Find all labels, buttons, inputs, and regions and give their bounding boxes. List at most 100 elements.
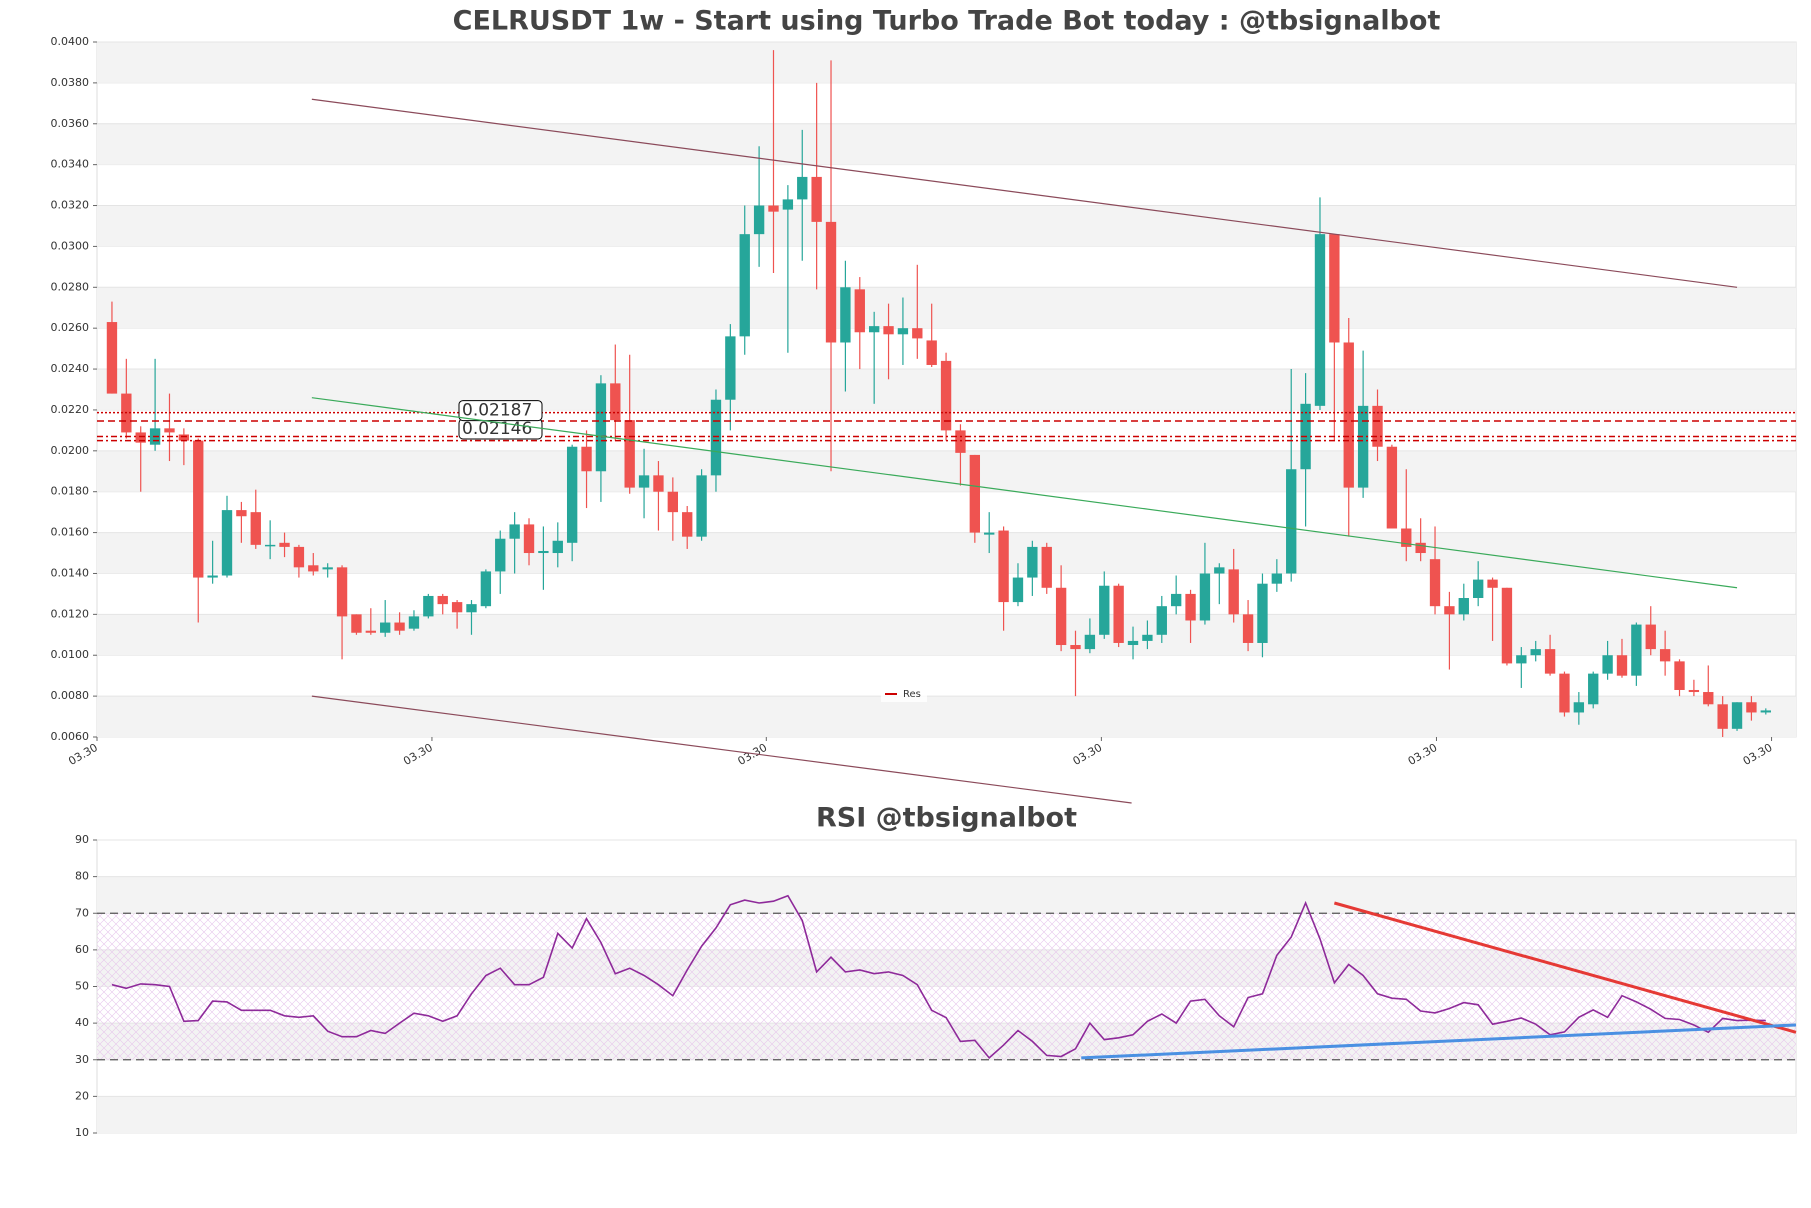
candle-body (437, 595, 448, 605)
candle-body (624, 420, 635, 488)
candle-body (969, 454, 981, 533)
candle-body (768, 205, 779, 212)
candle-body (394, 622, 405, 631)
legend-box (881, 686, 927, 702)
candle-body (264, 544, 276, 547)
candle-body (1487, 579, 1498, 588)
grid-band (97, 614, 1796, 656)
y-tick-label: 0.0200 (51, 444, 90, 457)
level-label: 0.02187 (462, 401, 532, 421)
candle-body (897, 328, 909, 335)
y-tick-label: 0.0220 (51, 403, 90, 416)
candle-body (1041, 546, 1052, 588)
y-tick-label: 70 (75, 906, 89, 919)
trend-line (1081, 1023, 1797, 1060)
candle-body (739, 234, 750, 337)
chart-title: RSI @tbsignalbot (816, 803, 1077, 834)
candle-body (811, 176, 822, 222)
y-tick-label: 0.0380 (51, 76, 90, 89)
band-fill (97, 913, 1796, 1060)
x-tick-label: 03.30 (1071, 741, 1105, 768)
candle-body (984, 532, 995, 535)
y-tick-label: 0.0260 (51, 321, 90, 334)
y-tick-label: 0.0360 (51, 117, 90, 130)
candle-body (1314, 234, 1326, 406)
candle-body (653, 475, 664, 492)
candle-body (538, 550, 549, 554)
candle-body (1516, 655, 1527, 664)
candle-body (1185, 593, 1196, 621)
grid-band (97, 42, 1796, 83)
legend-label: Res (903, 689, 921, 700)
candle-body (1199, 573, 1211, 621)
y-tick-label: 50 (75, 980, 89, 993)
candle-body (1674, 661, 1685, 690)
candle-body (825, 221, 837, 343)
chart-title: CELRUSDT 1w - Start using Turbo Trade Bo… (453, 6, 1441, 37)
candle-body (207, 575, 218, 578)
candle-body (1659, 649, 1671, 662)
candle-body (854, 289, 865, 333)
y-tick-label: 0.0400 (51, 35, 90, 48)
y-tick-label: 0.0320 (51, 199, 90, 212)
candle-body (1530, 649, 1541, 656)
candle-body (1746, 702, 1757, 713)
y-tick-label: 0.0080 (51, 689, 90, 702)
candle-body (552, 540, 563, 554)
y-tick-label: 0.0240 (51, 362, 90, 375)
candle-body (1012, 577, 1024, 603)
candle-body (1228, 569, 1239, 615)
y-tick-label: 0.0280 (51, 280, 90, 293)
y-tick-label: 0.0160 (51, 526, 90, 539)
candle-body (509, 524, 520, 539)
candle-body (998, 530, 1009, 603)
candle-body (365, 630, 376, 633)
candle-body (1386, 446, 1398, 529)
candle-body (1559, 673, 1570, 713)
grid-band (97, 450, 1796, 492)
candle-body (1084, 634, 1096, 650)
candle-body (912, 328, 923, 339)
candle-body (336, 567, 348, 617)
rsi-line (111, 894, 1766, 1060)
candle-body (595, 383, 607, 472)
candle-body (1271, 573, 1283, 584)
y-tick-label: 80 (75, 870, 89, 883)
level-label-box (458, 400, 543, 422)
candle-body (926, 340, 937, 365)
candle-body (782, 199, 794, 210)
candle-body (1170, 593, 1182, 607)
candle-body (868, 326, 880, 333)
grid-band (97, 205, 1796, 247)
candle-body (250, 512, 261, 545)
candle-body (1717, 704, 1728, 729)
candle-body (1616, 655, 1628, 676)
y-tick-label: 0.0180 (51, 485, 90, 498)
candle-body (1055, 587, 1067, 646)
grid-band (97, 1096, 1796, 1133)
candle-body (667, 491, 679, 513)
y-tick-label: 0.0340 (51, 158, 90, 171)
y-tick-label: 0.0060 (51, 730, 90, 743)
y-tick-label: 90 (75, 833, 89, 846)
candle-body (293, 546, 305, 568)
candle-body (279, 542, 290, 547)
y-tick-label: 20 (75, 1089, 89, 1102)
candle-body (1760, 710, 1771, 713)
y-tick-label: 40 (75, 1016, 89, 1029)
candle-body (725, 336, 736, 400)
candle-body (1343, 342, 1354, 488)
candle-body (1703, 692, 1714, 705)
candle-body (1429, 559, 1441, 607)
candle-body (221, 510, 233, 576)
candle-body (408, 616, 420, 629)
candle-body (1286, 469, 1297, 574)
candle-body (940, 360, 952, 431)
candle-body (1257, 583, 1268, 643)
candle-body (495, 538, 506, 572)
candle-body (106, 322, 118, 394)
candle-body (480, 571, 492, 607)
candle-body (164, 428, 175, 433)
